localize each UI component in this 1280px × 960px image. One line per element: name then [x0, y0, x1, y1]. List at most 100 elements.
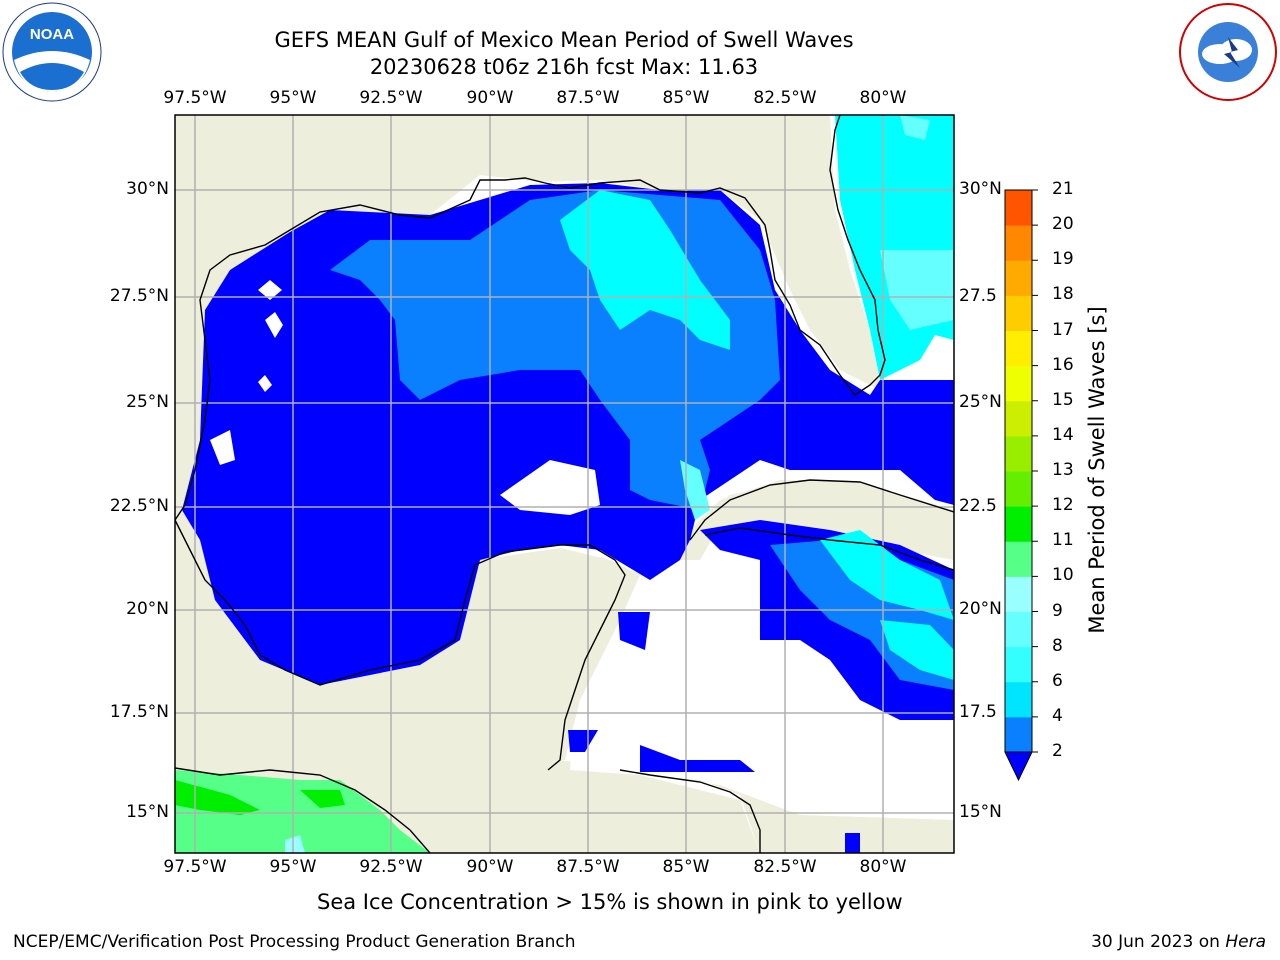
- coast-mexico-yucatan: [175, 519, 626, 771]
- lat-label-left: 27.5°N: [109, 286, 169, 306]
- footer-left: NCEP/EMC/Verification Post Processing Pr…: [13, 932, 576, 952]
- nws-logo: [1178, 2, 1278, 102]
- coast-cuba-south: [704, 527, 954, 571]
- footer-right: 30 Jun 2023 on Hera: [1091, 932, 1266, 952]
- swell-period-field: [175, 115, 954, 853]
- cuba-land: [690, 480, 954, 560]
- coast-gulf-north: [175, 115, 886, 521]
- hole-4: [258, 375, 272, 392]
- lon-label-bottom: 80°W: [859, 857, 907, 877]
- noaa-logo: NOAA: [2, 2, 102, 102]
- field-6s-caribbean-2: [880, 620, 954, 680]
- field-2s-spot-4: [845, 833, 860, 853]
- lat-label-right: 30°N: [959, 179, 1002, 199]
- lon-label-bottom: 87.5°W: [556, 857, 620, 877]
- lat-label-right: 17.5: [959, 702, 997, 722]
- colorbar-tick-label: 19: [1052, 249, 1074, 270]
- footer-date: 30 Jun 2023 on: [1091, 932, 1226, 952]
- lat-label-right: 25°N: [959, 392, 1002, 412]
- colorbar-tick-label: 10: [1052, 565, 1074, 586]
- yucatan-land: [460, 548, 640, 760]
- lon-label-top: 97.5°W: [163, 88, 227, 108]
- colorbar-segment: [1005, 646, 1032, 683]
- colorbar-tick-label: 16: [1052, 354, 1074, 375]
- lon-label-top: 92.5°W: [359, 88, 423, 108]
- colorbar-segment: [1005, 611, 1032, 648]
- colorbar-tick-label: 9: [1052, 600, 1063, 621]
- colorbar-segment: [1005, 471, 1032, 507]
- map-frame: [174, 114, 955, 854]
- map-area: [175, 115, 954, 853]
- colorbar-segment: [1005, 330, 1032, 367]
- lon-label-top: 95°W: [269, 88, 317, 108]
- lat-label-right: 15°N: [959, 802, 1002, 822]
- colorbar-segment: [1005, 506, 1032, 542]
- lon-label-bottom: 92.5°W: [359, 857, 423, 877]
- lon-label-top: 80°W: [859, 88, 907, 108]
- colorbar-tick-label: 20: [1052, 214, 1074, 235]
- footer-host: Hera: [1225, 932, 1266, 952]
- colorbar-segment: [1005, 190, 1032, 226]
- field-10s-bright-green-2: [300, 790, 345, 808]
- lon-label-bottom: 82.5°W: [753, 857, 817, 877]
- colorbar-segment: [1005, 681, 1032, 718]
- lon-label-top: 87.5°W: [556, 88, 620, 108]
- field-8s-light-cyan: [680, 460, 710, 520]
- lat-label-left: 20°N: [126, 599, 169, 619]
- colorbar-tick-label: 6: [1052, 670, 1063, 691]
- hole-2: [258, 280, 282, 300]
- lon-label-bottom: 85°W: [662, 857, 710, 877]
- chart-title: GEFS MEAN Gulf of Mexico Mean Period of …: [274, 28, 854, 52]
- field-2s-spot-1: [568, 730, 598, 752]
- lat-label-left: 15°N: [126, 802, 169, 822]
- colorbar-tick-label: 15: [1052, 389, 1074, 410]
- colorbar-label: Mean Period of Swell Waves [s]: [1085, 306, 1109, 634]
- colorbar-extend-arrow: [1004, 751, 1033, 782]
- colorbar-segment: [1005, 400, 1032, 437]
- lon-label-top: 90°W: [466, 88, 514, 108]
- colorbar-tick-label: 2: [1052, 741, 1063, 761]
- field-8s-atlantic: [880, 250, 954, 330]
- colorbar-segment: [1005, 716, 1032, 753]
- hole-1: [210, 430, 235, 465]
- coast-cuba-north: [689, 479, 954, 541]
- hole-campeche: [500, 460, 600, 515]
- colorbar-tick-label: 11: [1052, 530, 1074, 551]
- lon-label-top: 82.5°W: [753, 88, 817, 108]
- lat-label-left: 17.5°N: [109, 702, 169, 722]
- lat-label-left: 30°N: [126, 179, 169, 199]
- colorbar-segment: [1005, 576, 1032, 612]
- colorbar-tick-label: 21: [1052, 179, 1074, 199]
- lon-label-bottom: 97.5°W: [163, 857, 227, 877]
- field-6s-cyan: [560, 190, 730, 350]
- lat-lon-grid: [175, 115, 954, 853]
- colorbar-segment: [1005, 260, 1032, 296]
- field-2s-spot-2: [640, 745, 755, 772]
- lat-label-left: 22.5°N: [109, 496, 169, 516]
- colorbar-tick-label: 12: [1052, 495, 1074, 516]
- colorbar-segment: [1005, 295, 1032, 331]
- sea-ice-note: Sea Ice Concentration > 15% is shown in …: [317, 890, 903, 914]
- colorbar-tick-label: 4: [1052, 705, 1063, 726]
- chart-subtitle: 20230628 t06z 216h fcst Max: 11.63: [369, 55, 759, 79]
- colorbar-tick-label: 8: [1052, 635, 1063, 656]
- coastlines: [175, 115, 954, 853]
- field-8s-atlantic-top: [900, 115, 930, 140]
- colorbar-segment: [1005, 435, 1032, 472]
- coast-pacific: [175, 767, 431, 853]
- colorbar-tick-label: 17: [1052, 319, 1074, 340]
- lat-label-right: 22.5: [959, 496, 997, 516]
- colorbar: [1004, 189, 1038, 782]
- field-2s-spot-3: [618, 612, 650, 650]
- lat-label-right: 20°N: [959, 599, 1002, 619]
- field-9s-green: [175, 770, 430, 853]
- svg-text:NOAA: NOAA: [30, 26, 74, 43]
- colorbar-tick-label: 18: [1052, 284, 1074, 305]
- coast-honduras: [619, 769, 761, 853]
- field-6s-caribbean: [820, 530, 954, 620]
- hole-3: [265, 312, 283, 338]
- field-10s-bright-green: [175, 780, 260, 815]
- lon-label-top: 85°W: [662, 88, 710, 108]
- colorbar-tick-label: 13: [1052, 460, 1074, 480]
